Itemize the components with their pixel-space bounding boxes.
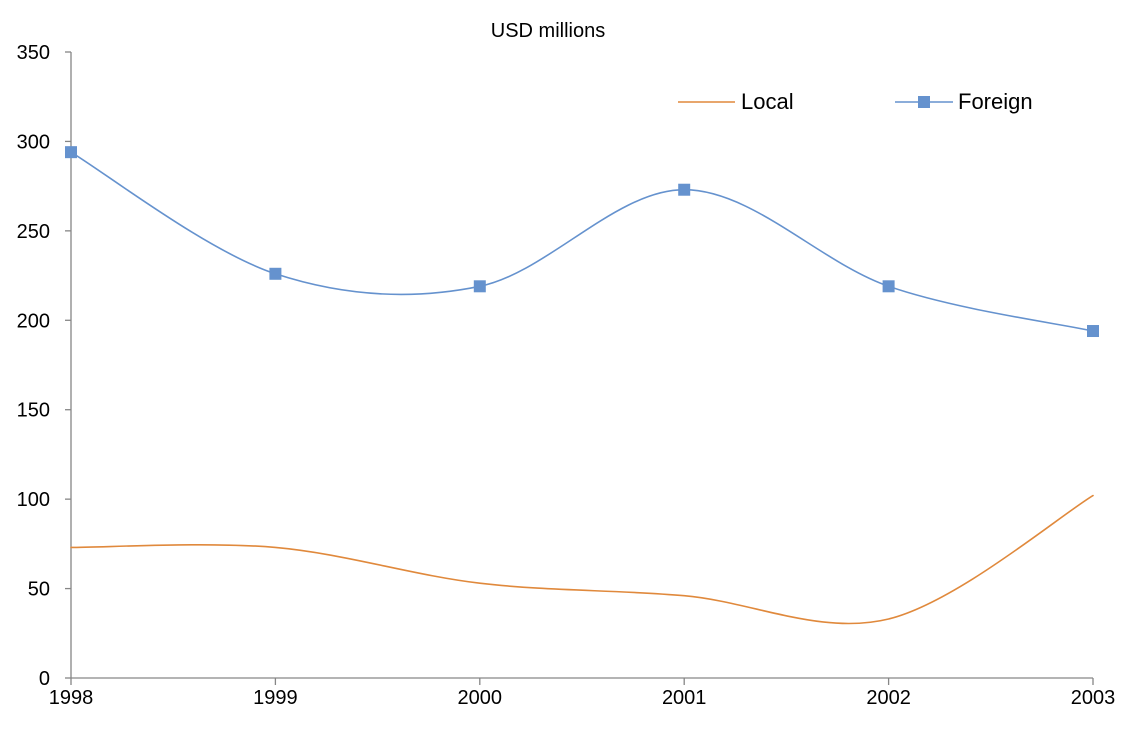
x-tick-label: 1998 [49,687,94,709]
y-tick-label: 0 [39,668,50,690]
chart-title: USD millions [491,20,605,42]
series-foreign-point [678,183,691,196]
series-local [70,494,1094,625]
x-tick-label: 2003 [1071,687,1116,709]
series-foreign [65,146,1099,338]
series-foreign-line [70,151,1094,332]
series-foreign-point [473,280,486,293]
x-tick-label: 1999 [253,687,298,709]
legend-item-local: Local [678,89,794,114]
legend-label-foreign: Foreign [958,89,1033,114]
y-tick-label: 100 [17,489,50,511]
legend-marker-foreign [918,96,930,108]
y-tick-label: 300 [17,131,50,153]
x-tick-label: 2001 [662,687,707,709]
y-tick-label: 150 [17,400,50,422]
legend: Local Foreign [678,89,1033,114]
y-tick-label: 250 [17,221,50,243]
series-foreign-point [269,267,282,280]
series-foreign-point [882,280,895,293]
legend-label-local: Local [741,89,794,114]
x-tick-label: 2000 [458,687,503,709]
y-tick-label: 350 [17,42,50,64]
axes: 0 50 100 150 200 250 300 350 1998 1999 2000 2001 200… [17,42,1116,709]
x-tick-label: 2002 [866,687,911,709]
series-foreign-point [1087,325,1099,338]
legend-item-foreign: Foreign [895,89,1033,114]
series-layer [65,146,1099,625]
series-local-line [70,494,1094,625]
y-tick-label: 200 [17,310,50,332]
y-tick-label: 50 [28,579,50,601]
series-foreign-point [65,146,77,159]
